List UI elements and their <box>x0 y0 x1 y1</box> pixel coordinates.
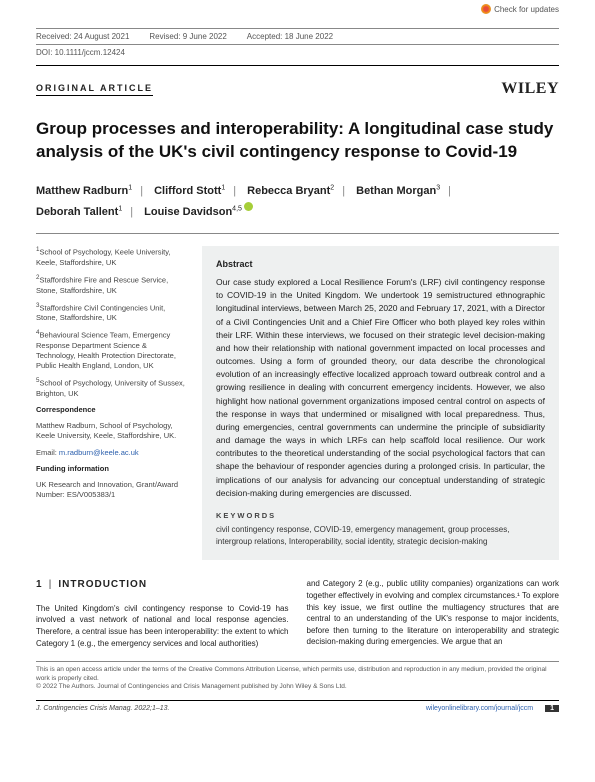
author: Rebecca Bryant2 <box>247 185 334 197</box>
footer-bar: J. Contingencies Crisis Manag. 2022;1–13… <box>36 700 559 712</box>
correspondence-email: Email: m.radburn@keele.ac.uk <box>36 448 186 458</box>
article-type-row: ORIGINAL ARTICLE WILEY <box>36 80 559 98</box>
funding-header: Funding information <box>36 464 186 474</box>
correspondence-header: Correspondence <box>36 405 186 415</box>
keywords-header: KEYWORDS <box>216 510 545 522</box>
author: Bethan Morgan3 <box>356 185 440 197</box>
revised-date: Revised: 9 June 2022 <box>149 32 226 41</box>
affiliation: 5School of Psychology, University of Sus… <box>36 377 186 399</box>
publisher-logo: WILEY <box>501 80 559 98</box>
body-columns: 1|INTRODUCTION The United Kingdom's civi… <box>36 578 559 649</box>
article-title: Group processes and interoperability: A … <box>36 118 559 164</box>
funding-text: UK Research and Innovation, Grant/Award … <box>36 480 186 500</box>
accepted-date: Accepted: 18 June 2022 <box>247 32 333 41</box>
author-list: Matthew Radburn1| Clifford Stott1| Rebec… <box>36 182 559 234</box>
journal-citation: J. Contingencies Crisis Manag. 2022;1–13… <box>36 705 169 712</box>
section-heading: 1|INTRODUCTION <box>36 578 289 593</box>
affiliation: 1School of Psychology, Keele University,… <box>36 246 186 268</box>
correspondence-text: Matthew Radburn, School of Psychology, K… <box>36 421 186 441</box>
email-link[interactable]: m.radburn@keele.ac.uk <box>59 448 139 457</box>
abstract-box: Abstract Our case study explored a Local… <box>202 246 559 560</box>
doi: DOI: 10.1111/jccm.12424 <box>36 45 559 66</box>
affiliation: 2Staffordshire Fire and Rescue Service, … <box>36 274 186 296</box>
author: Matthew Radburn1 <box>36 185 132 197</box>
journal-url[interactable]: wileyonlinelibrary.com/journal/jccm <box>426 705 533 712</box>
author: Louise Davidson4,5 <box>144 206 253 218</box>
abstract-text: Our case study explored a Local Resilien… <box>216 276 545 500</box>
body-paragraph: and Category 2 (e.g., public utility com… <box>307 578 560 648</box>
check-updates-badge[interactable]: Check for updates <box>481 4 559 14</box>
affiliation-column: 1School of Psychology, Keele University,… <box>36 246 186 560</box>
check-updates-icon <box>481 4 491 14</box>
check-updates-label: Check for updates <box>494 5 559 14</box>
received-date: Received: 24 August 2021 <box>36 32 129 41</box>
date-row: Received: 24 August 2021 Revised: 9 June… <box>36 28 559 45</box>
body-right-column: and Category 2 (e.g., public utility com… <box>307 578 560 649</box>
keywords-text: civil contingency response, COVID-19, em… <box>216 524 545 549</box>
article-type: ORIGINAL ARTICLE <box>36 83 153 96</box>
abstract-header: Abstract <box>216 258 545 272</box>
author: Deborah Tallent1 <box>36 206 122 218</box>
orcid-icon[interactable] <box>244 202 253 211</box>
license-text: This is an open access article under the… <box>36 662 559 695</box>
author: Clifford Stott1 <box>154 185 225 197</box>
affiliation: 3Staffordshire Civil Contingencies Unit,… <box>36 302 186 324</box>
body-left-column: 1|INTRODUCTION The United Kingdom's civi… <box>36 578 289 649</box>
affiliation: 4Behavioural Science Team, Emergency Res… <box>36 329 186 371</box>
page-number: 1 <box>545 705 559 712</box>
body-paragraph: The United Kingdom's civil contingency r… <box>36 603 289 649</box>
